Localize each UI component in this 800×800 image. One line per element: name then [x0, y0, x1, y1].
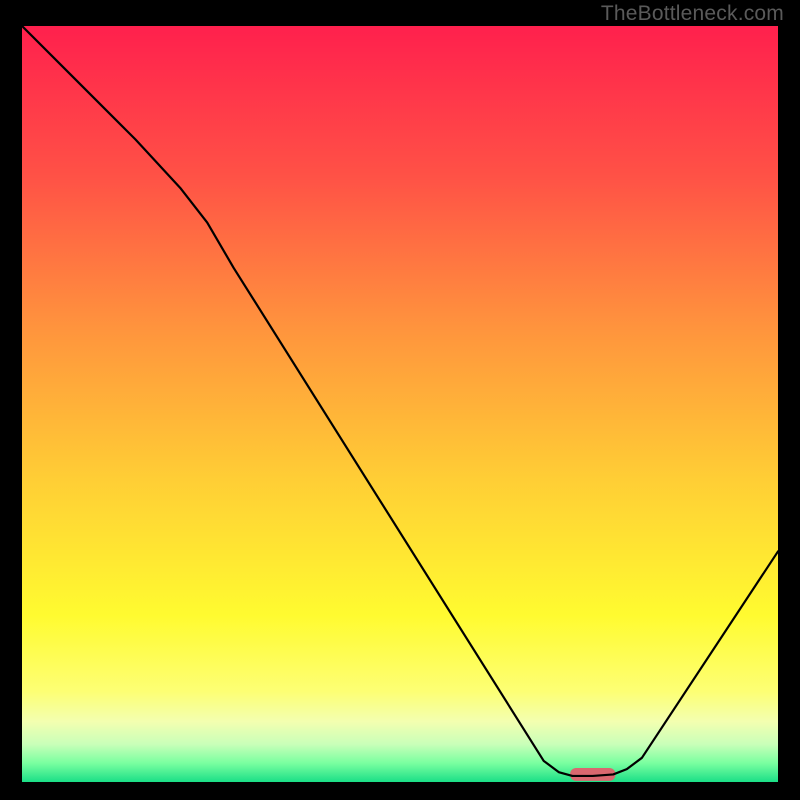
- plot-svg: [22, 26, 778, 782]
- bottleneck-plot: [22, 26, 778, 782]
- watermark-text: TheBottleneck.com: [601, 2, 784, 26]
